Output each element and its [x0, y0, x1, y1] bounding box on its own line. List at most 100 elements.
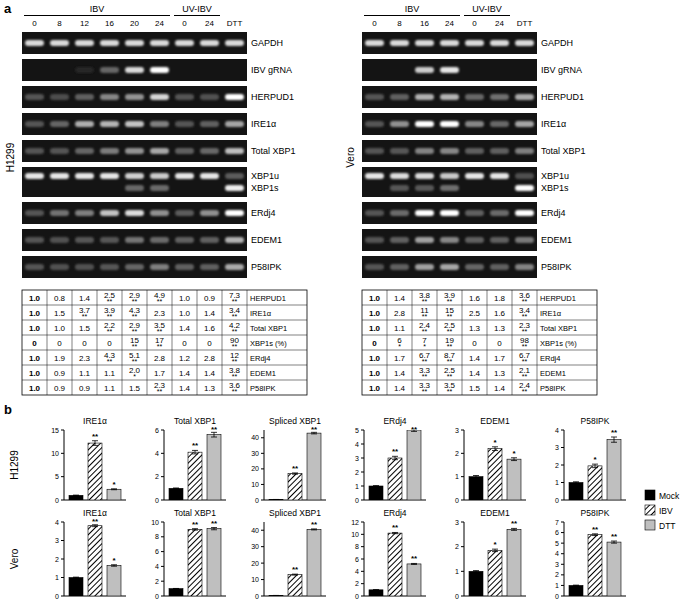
significance: **	[211, 425, 218, 434]
y-tick	[561, 596, 564, 597]
band	[440, 185, 459, 191]
y-tick	[361, 486, 364, 487]
chart-title: P58IPK	[581, 508, 610, 518]
table-significance: **	[522, 358, 528, 365]
table-significance: **	[447, 388, 453, 395]
band	[150, 210, 169, 216]
table-value: 1.4	[204, 309, 216, 318]
error-bar	[173, 588, 179, 589]
row-label: IBV gRNA	[541, 65, 582, 75]
table-row-label: P58IPK	[250, 384, 275, 393]
table-line	[362, 305, 597, 306]
lane-label: 0	[372, 19, 377, 28]
lane-label: DTT	[517, 19, 533, 28]
y-axis	[564, 522, 565, 596]
error-bar	[192, 450, 198, 454]
row-label: GAPDH	[251, 38, 283, 48]
significance: **	[592, 525, 599, 534]
error-bar	[92, 441, 98, 446]
y-tick-label: 1	[55, 574, 59, 581]
y-tick	[561, 430, 564, 431]
table-line	[22, 335, 307, 336]
y-tick	[561, 482, 564, 483]
y-tick-label: 2	[355, 580, 359, 587]
table-significance: **	[107, 358, 113, 365]
group-line	[174, 15, 220, 16]
y-tick-label: 1	[455, 473, 459, 480]
y-tick-label: 3	[455, 519, 459, 526]
y-tick	[461, 476, 464, 477]
y-tick-label: 0	[455, 593, 459, 600]
y-tick-label: 0	[155, 497, 159, 504]
table-line	[362, 365, 597, 366]
band	[175, 121, 194, 127]
table-significance: **	[447, 343, 453, 350]
y-tick	[261, 530, 264, 531]
y-tick-label: 20	[251, 560, 259, 567]
y-tick	[261, 500, 264, 501]
band	[415, 173, 434, 179]
band	[440, 40, 459, 46]
band	[200, 121, 219, 127]
marks	[569, 437, 621, 500]
blot-0: IBVUV-IBV0812162024024DTTGAPDHIBV gRNAHE…	[5, 4, 307, 395]
table-significance: **	[447, 298, 453, 305]
group-line	[364, 15, 460, 16]
table-value: 0.9	[79, 384, 91, 393]
error-cap	[311, 529, 317, 530]
table-row-label: IRE1α	[540, 309, 562, 318]
band	[390, 185, 409, 191]
error-cap	[473, 475, 479, 476]
y-tick-label: 10	[251, 576, 259, 583]
table-value: 2.3	[79, 354, 91, 363]
band	[515, 185, 534, 191]
band	[125, 94, 144, 100]
cell-line-label: H1299	[5, 142, 16, 172]
bar	[107, 489, 121, 500]
significance: **	[211, 519, 218, 528]
error-cap	[611, 442, 617, 443]
band	[415, 148, 434, 154]
y-tick	[261, 546, 264, 547]
band	[100, 264, 119, 270]
band	[50, 173, 69, 179]
lane-label: 24	[495, 19, 504, 28]
group-line	[24, 15, 170, 16]
band	[465, 237, 484, 243]
y-tick	[561, 500, 564, 501]
error-bar	[492, 549, 498, 551]
error-cap	[92, 445, 98, 446]
bar	[207, 529, 221, 596]
row-label: EDEM1	[251, 235, 282, 245]
significance: *	[512, 449, 516, 458]
band	[175, 40, 194, 46]
gel-row	[362, 202, 537, 224]
table-significance: **	[447, 328, 453, 335]
band	[515, 237, 534, 243]
y-tick-label: 2	[555, 462, 559, 469]
bar	[569, 483, 583, 501]
band	[200, 264, 219, 270]
significance: *	[593, 455, 597, 464]
table-significance: **	[422, 373, 428, 380]
table-value: 1.5	[469, 384, 481, 393]
band	[225, 185, 244, 191]
y-axis	[64, 430, 65, 500]
lane-label: 20	[130, 19, 139, 28]
band	[125, 185, 144, 191]
band	[125, 264, 144, 270]
error-cap	[473, 570, 479, 571]
table-value: 0	[107, 339, 112, 348]
chart-title: IRE1α	[83, 416, 107, 426]
band	[440, 148, 459, 154]
y-tick-label: 3	[55, 537, 59, 544]
table-value: 1.0	[369, 294, 381, 303]
table-line	[362, 320, 597, 321]
gel-row	[22, 86, 247, 108]
group-label: UV-IBV	[472, 4, 502, 14]
table: 1.00.81.42.5**2.9**4.9**1.00.97.3**HERPU…	[22, 290, 307, 395]
table-row-label: XBP1s (%)	[540, 339, 577, 348]
group-label: UV-IBV	[182, 4, 212, 14]
bar	[607, 440, 621, 500]
significance: **	[311, 425, 318, 434]
